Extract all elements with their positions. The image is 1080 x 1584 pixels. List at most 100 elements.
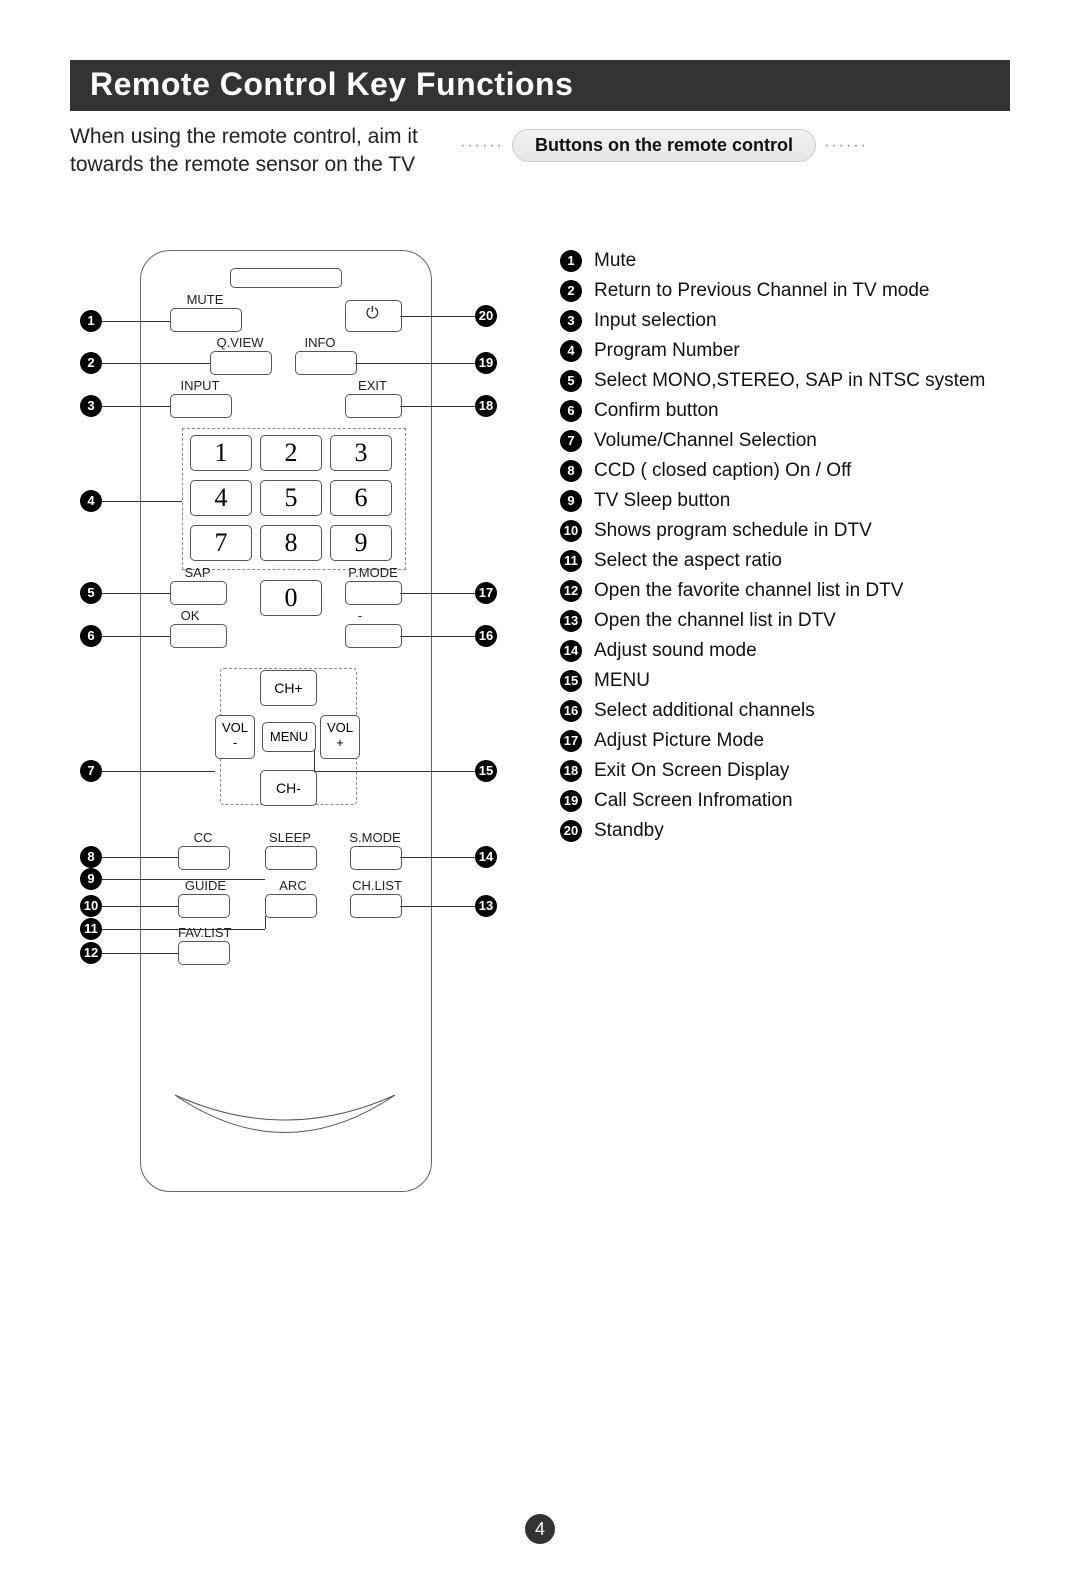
legend-num-13: 13 [560,610,582,632]
digit-0: 0 [260,580,322,616]
legend-num-2: 2 [560,280,582,302]
legend-num-9: 9 [560,490,582,512]
legend-text-10: Shows program schedule in DTV [594,520,872,542]
callout-16: 16 [475,625,497,647]
label-input: INPUT [170,378,230,393]
dots-right: ······ [824,137,868,155]
btn-favlist [178,941,230,965]
label-sleep: SLEEP [260,830,320,845]
label-mute: MUTE [175,292,235,307]
btn-info [295,351,357,375]
legend-num-15: 15 [560,670,582,692]
smile-curve [170,1090,400,1150]
legend-text-15: MENU [594,670,650,692]
btn-ok [170,624,227,648]
lead-16 [400,636,475,637]
label-qview: Q.VIEW [210,335,270,350]
digit-4: 4 [190,480,252,516]
callout-10: 10 [80,895,102,917]
lead-12 [102,953,178,954]
legend-item-17: 17Adjust Picture Mode [560,730,985,752]
btn-smode [350,846,402,870]
legend-item-14: 14Adjust sound mode [560,640,985,662]
legend-text-11: Select the aspect ratio [594,550,782,572]
legend-text-14: Adjust sound mode [594,640,757,662]
legend-item-1: 1Mute [560,250,985,272]
legend-item-11: 11Select the aspect ratio [560,550,985,572]
lead-6 [102,636,170,637]
intro-row: When using the remote control, aim it to… [70,123,1010,180]
legend-num-1: 1 [560,250,582,272]
btn-input [170,394,232,418]
label-smode: S.MODE [340,830,410,845]
pill-wrap: ······ Buttons on the remote control ···… [460,129,868,162]
btn-chlist [350,894,402,918]
legend-text-3: Input selection [594,310,717,332]
legend-num-19: 19 [560,790,582,812]
callout-7: 7 [80,760,102,782]
digit-2: 2 [260,435,322,471]
legend-text-2: Return to Previous Channel in TV mode [594,280,930,302]
callout-3: 3 [80,395,102,417]
callout-18: 18 [475,395,497,417]
pill-label: Buttons on the remote control [512,129,816,162]
legend-num-20: 20 [560,820,582,842]
legend-item-4: 4Program Number [560,340,985,362]
lead-1 [102,321,170,322]
callout-14: 14 [475,846,497,868]
callout-2: 2 [80,352,102,374]
callout-17: 17 [475,582,497,604]
legend-item-13: 13Open the channel list in DTV [560,610,985,632]
lead-15 [314,771,475,772]
content-row: MUTE ⏻ Q.VIEW INFO INPUT EXIT 1 2 3 4 5 … [70,250,1010,1210]
legend-item-12: 12Open the favorite channel list in DTV [560,580,985,602]
lead-3 [102,406,170,407]
legend-text-4: Program Number [594,340,740,362]
legend-item-10: 10Shows program schedule in DTV [560,520,985,542]
legend-item-3: 3 Input selection [560,310,985,332]
callout-9: 9 [80,868,102,890]
btn-mute [170,308,242,332]
legend-item-15: 15 MENU [560,670,985,692]
label-sap: SAP [170,565,225,580]
lead-14 [400,857,475,858]
legend-item-19: 19Call Screen Infromation [560,790,985,812]
intro-text: When using the remote control, aim it to… [70,123,450,180]
legend-item-9: 9 TV Sleep button [560,490,985,512]
legend-text-20: Standby [594,820,664,842]
lead-4 [102,501,182,502]
lead-5 [102,593,170,594]
legend-num-16: 16 [560,700,582,722]
callout-15: 15 [475,760,497,782]
lead-7 [102,771,215,772]
legend-text-5: Select MONO,STEREO, SAP in NTSC system [594,370,985,392]
btn-guide [178,894,230,918]
page-number: 4 [525,1514,555,1544]
legend-item-6: 6 Confirm button [560,400,985,422]
digit-5: 5 [260,480,322,516]
legend-num-18: 18 [560,760,582,782]
label-favlist: FAV.LIST [178,925,248,940]
legend-num-3: 3 [560,310,582,332]
legend-text-6: Confirm button [594,400,719,422]
label-ok: OK [170,608,210,623]
lead-13 [400,906,475,907]
btn-pmode [345,581,402,605]
digit-8: 8 [260,525,322,561]
legend-text-9: TV Sleep button [594,490,730,512]
btn-exit [345,394,402,418]
btn-qview [210,351,272,375]
label-info: INFO [295,335,345,350]
manual-page: Remote Control Key Functions When using … [0,0,1080,1584]
btn-sap [170,581,227,605]
legend-num-6: 6 [560,400,582,422]
callout-19: 19 [475,352,497,374]
callout-6: 6 [80,625,102,647]
legend-item-2: 2 Return to Previous Channel in TV mode [560,280,985,302]
ir-window [230,268,342,288]
legend-item-18: 18Exit On Screen Display [560,760,985,782]
label-cc: CC [178,830,228,845]
digit-9: 9 [330,525,392,561]
power-icon: ⏻ [366,305,379,323]
digit-7: 7 [190,525,252,561]
